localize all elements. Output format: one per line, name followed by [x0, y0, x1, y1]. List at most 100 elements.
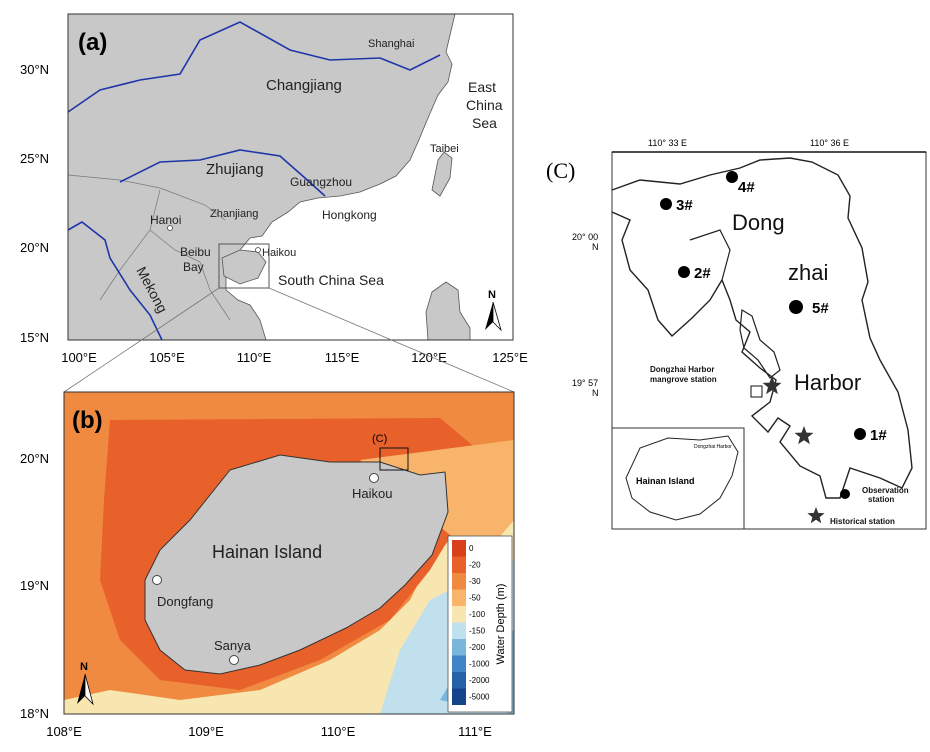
depth-legend: 0 -20 -30 -50 -100 -150 -200 -1000 -2000 -5000 Wa…: [448, 536, 512, 712]
sanya-dot: [230, 656, 239, 665]
depth-swatch: [452, 557, 466, 574]
place-bay: Bay: [183, 260, 204, 274]
lon-tick: 100°E: [61, 350, 97, 365]
station-2: 2#: [694, 265, 711, 282]
word-harbor: Harbor: [794, 370, 861, 395]
lat-tick: 19° 57: [572, 378, 598, 388]
top-tick: 110° 33 E: [648, 138, 687, 148]
mangrove-label: Dongzhai Harbor mangrove station: [650, 365, 717, 384]
panel-b-lon-ticks: 108°E 109°E 110°E 111°E: [46, 724, 492, 739]
panel-a-label: (a): [78, 29, 107, 56]
depth-swatch-label: -1000: [469, 660, 490, 669]
station-dot-1: [854, 428, 866, 440]
north-label: N: [488, 289, 496, 301]
inset-title: Hainan Island: [636, 476, 695, 486]
panel-a: (a) 30°N 25°N 20°N 15°N 100°E 105°E 110°…: [20, 14, 528, 365]
depth-legend-title: Water Depth (m): [495, 584, 507, 665]
place-hanoi: Hanoi: [150, 213, 181, 227]
place-haikou: Haikou: [262, 247, 296, 259]
depth-swatch-label: -20: [469, 561, 481, 570]
place-zhujiang: Zhujiang: [206, 161, 264, 178]
lon-tick: 125°E: [492, 350, 528, 365]
top-tick: 110° 36 E: [810, 138, 849, 148]
panel-c-label: (C): [546, 158, 575, 183]
panel-b-label: (b): [72, 407, 103, 434]
svg-text:N: N: [592, 242, 599, 252]
station-3: 3#: [676, 197, 693, 214]
lat-tick: 30°N: [20, 62, 49, 77]
place-sea: Sea: [472, 115, 497, 131]
legend-obs-dot: [840, 489, 850, 499]
word-zhai: zhai: [788, 260, 828, 285]
panel-a-lon-ticks: 100°E 105°E 110°E 115°E 120°E 125°E: [61, 350, 528, 365]
station-dot-3: [660, 198, 672, 210]
label-sanya: Sanya: [214, 638, 252, 653]
lat-tick: 25°N: [20, 151, 49, 166]
lat-tick: 18°N: [20, 706, 49, 721]
station-1: 1#: [870, 427, 887, 444]
depth-swatch-label: -100: [469, 610, 486, 619]
place-zhanjiang: Zhanjiang: [210, 208, 258, 220]
place-east: East: [468, 79, 496, 95]
place-changjiang: Changjiang: [266, 77, 342, 94]
haikou-dot: [370, 474, 379, 483]
legend-hist: Historical station: [830, 517, 895, 526]
svg-text:mangrove station: mangrove station: [650, 375, 717, 384]
legend-obs-1: Observation: [862, 486, 909, 495]
station-dot-5: [789, 300, 803, 314]
depth-swatch: [452, 623, 466, 640]
panel-c: (C) 110° 33 E 110° 36 E 20° 00 N 19° 57 …: [546, 138, 926, 529]
place-shanghai: Shanghai: [368, 38, 415, 50]
depth-swatch: [452, 639, 466, 656]
label-dongfang: Dongfang: [157, 594, 213, 609]
place-taibei: Taibei: [430, 143, 459, 155]
depth-swatch: [452, 540, 466, 557]
lat-tick: 20°N: [20, 451, 49, 466]
place-hongkong: Hongkong: [322, 208, 377, 222]
depth-swatch-label: -150: [469, 627, 486, 636]
svg-text:Dongzhai Harbor: Dongzhai Harbor: [650, 365, 714, 374]
lon-tick: 111°E: [458, 724, 492, 739]
panel-b: (b) (C) 20°N 19°N 18°N 108°E 109°E 110°E…: [20, 392, 514, 739]
haikou-dot-a: [256, 248, 261, 253]
place-china: China: [466, 97, 503, 113]
mangrove-station-square: [751, 386, 762, 397]
place-south-china-sea: South China Sea: [278, 272, 384, 288]
lat-tick: 20°N: [20, 240, 49, 255]
panel-a-lat-ticks: 30°N 25°N 20°N 15°N: [20, 62, 49, 345]
label-hainan-island: Hainan Island: [212, 542, 322, 562]
depth-swatch: [452, 573, 466, 590]
station-5: 5#: [812, 300, 829, 317]
word-dong: Dong: [732, 210, 785, 235]
lat-tick: 15°N: [20, 330, 49, 345]
station-4: 4#: [738, 179, 755, 196]
lon-tick: 115°E: [325, 350, 360, 365]
inset-mini-label: Dongzhai Harbor: [694, 444, 732, 450]
station-dot-4: [726, 171, 738, 183]
depth-swatch-label: -30: [469, 577, 481, 586]
lon-tick: 108°E: [46, 724, 82, 739]
panel-b-c-label: (C): [372, 433, 387, 445]
lat-tick: 19°N: [20, 578, 49, 593]
svg-text:N: N: [592, 388, 599, 398]
depth-swatch: [452, 656, 466, 673]
depth-swatch-label: -200: [469, 643, 486, 652]
depth-swatch-label: -5000: [469, 693, 490, 702]
depth-swatch-label: -50: [469, 594, 481, 603]
depth-swatch: [452, 590, 466, 607]
lon-tick: 109°E: [188, 724, 224, 739]
hanoi-dot: [168, 226, 173, 231]
panel-c-inset: Hainan Island Dongzhai Harbor: [612, 428, 744, 529]
depth-swatch: [452, 689, 466, 706]
lon-tick: 105°E: [149, 350, 185, 365]
lon-tick: 120°E: [411, 350, 447, 365]
depth-swatch: [452, 672, 466, 689]
place-guangzhou: Guangzhou: [290, 175, 352, 189]
north-label: N: [80, 661, 88, 673]
panel-b-lat-ticks: 20°N 19°N 18°N: [20, 451, 49, 721]
depth-swatch-label: 0: [469, 544, 474, 553]
lat-tick: 20° 00: [572, 232, 598, 242]
place-beibu: Beibu: [180, 245, 211, 259]
legend-obs-2: station: [868, 495, 894, 504]
